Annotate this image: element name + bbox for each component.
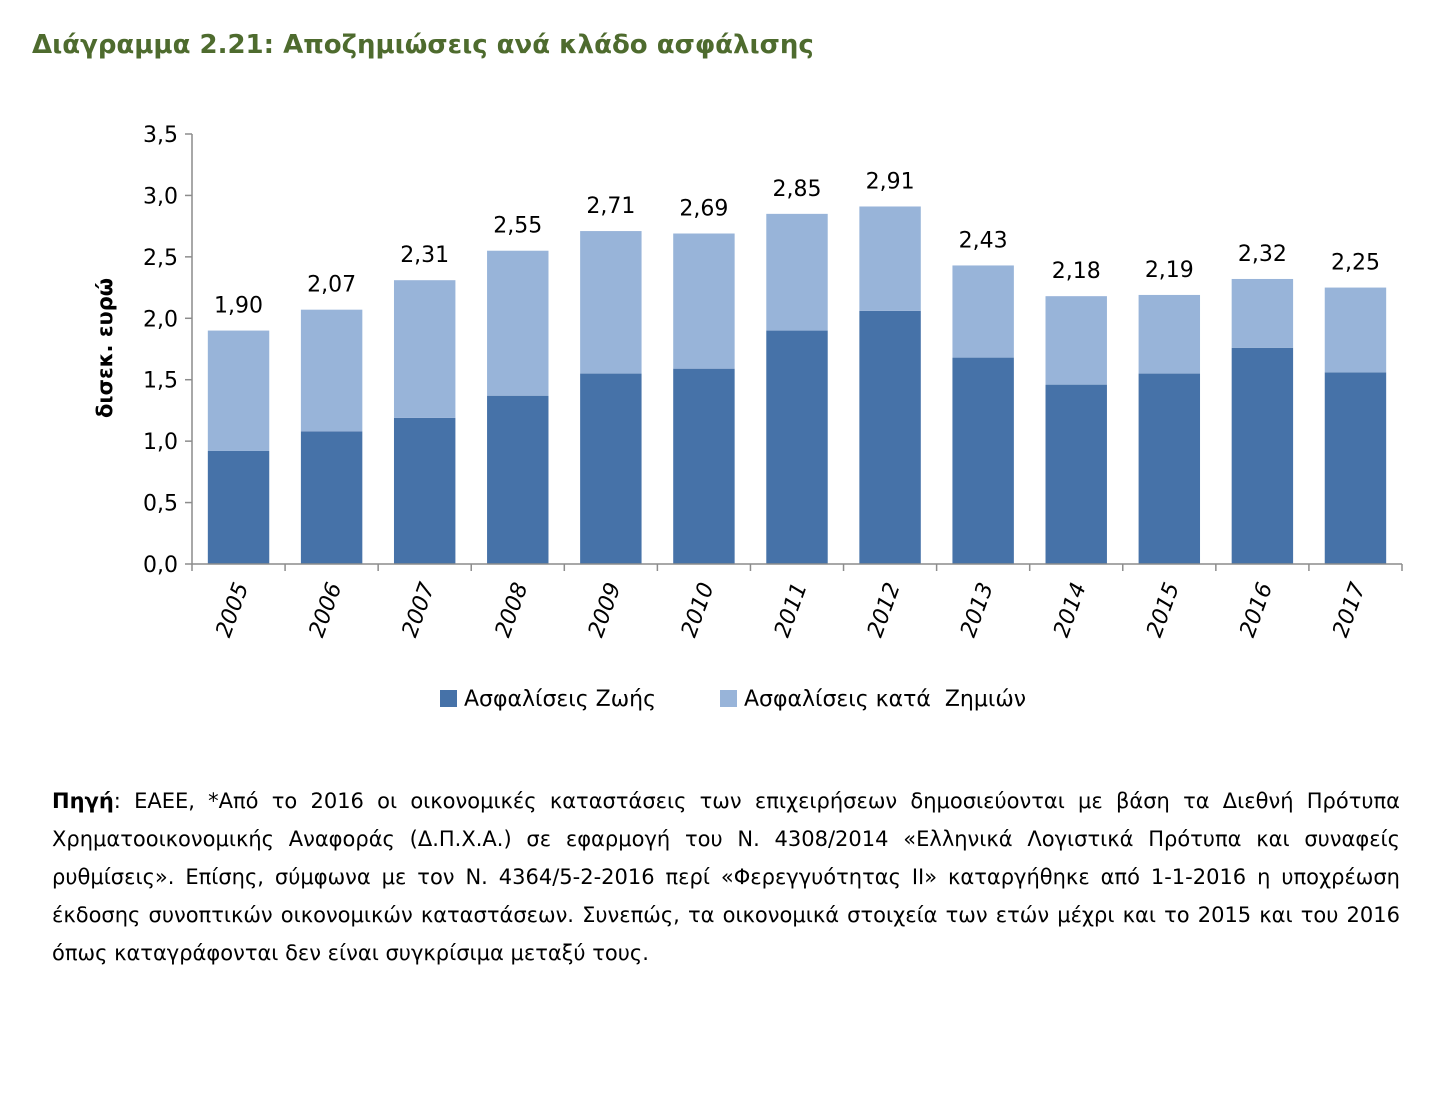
- bar-non-life-2007: [393, 280, 456, 418]
- x-tick-label-2012: 2012: [863, 580, 906, 641]
- bar-non-life-2009: [580, 231, 642, 374]
- stacked-bar-chart: 0,00,51,01,52,02,53,03,5 2005 2006 2007 200…: [93, 123, 1403, 712]
- x-tick-label-2007: 2007: [398, 580, 441, 641]
- bar-non-life-2016: [1231, 278, 1294, 348]
- bar-non-life-2012: [859, 206, 921, 311]
- bar-non-life-2006: [300, 309, 363, 432]
- chart-title: Διάγραμμα 2.21: Αποζημιώσεις ανά κλάδο α…: [32, 30, 814, 60]
- legend: Ασφαλίσεις Ζωής Ασφαλίσεις κατά Ζημιών: [440, 687, 1026, 712]
- total-label-2008: 2,55: [493, 214, 542, 239]
- total-label-2006: 2,07: [307, 273, 356, 298]
- legend-label-life: Ασφαλίσεις Ζωής: [464, 687, 656, 712]
- x-tick-label-2013: 2013: [956, 580, 999, 641]
- x-tick-label-2014: 2014: [1049, 580, 1092, 641]
- bar-life-2009: [580, 373, 642, 564]
- bar-life-2011: [766, 330, 828, 564]
- bar-life-2012: [859, 310, 921, 564]
- bar-life-2007: [393, 417, 456, 564]
- total-label-2016: 2,32: [1238, 242, 1287, 267]
- bar-life-2017: [1324, 372, 1387, 564]
- x-tick-label-2005: 2005: [212, 580, 255, 641]
- x-tick-label-2006: 2006: [305, 580, 348, 641]
- y-tick-label: 1,5: [143, 369, 178, 394]
- y-tick-label: 3,0: [143, 184, 178, 209]
- y-tick-label: 2,0: [143, 307, 178, 332]
- bar-non-life-2010: [673, 233, 735, 369]
- x-tick-label-2016: 2016: [1235, 580, 1278, 641]
- bar-non-life-2013: [952, 265, 1014, 358]
- x-tick-label-2009: 2009: [584, 580, 627, 641]
- total-label-2013: 2,43: [959, 228, 1008, 253]
- bar-life-2013: [952, 357, 1014, 564]
- legend-label-non-life: Ασφαλίσεις κατά Ζημιών: [744, 687, 1026, 712]
- y-tick-label: 0,0: [143, 553, 178, 578]
- total-label-2017: 2,25: [1331, 251, 1380, 276]
- bar-non-life-2017: [1324, 287, 1387, 373]
- y-tick-label: 2,5: [143, 246, 178, 271]
- bar-non-life-2005: [207, 330, 270, 451]
- x-tick-label-2011: 2011: [770, 580, 813, 641]
- bar-life-2005: [207, 450, 270, 564]
- total-label-2012: 2,91: [866, 169, 915, 194]
- total-label-2015: 2,19: [1145, 258, 1194, 283]
- y-axis-title: δισεκ. ευρώ: [93, 278, 117, 418]
- y-axis: 0,0 0,5 1,0 1,5 2,0 2,5 3,0 3,5: [143, 123, 193, 578]
- bar-non-life-2008: [487, 250, 549, 396]
- total-label-2010: 2,69: [679, 197, 728, 222]
- bar-life-2014: [1045, 384, 1107, 564]
- bar-life-2016: [1231, 347, 1294, 564]
- bar-life-2006: [300, 431, 363, 564]
- bars: [207, 206, 1387, 564]
- source-label: Πηγή: [52, 789, 114, 813]
- bar-life-2010: [673, 368, 735, 564]
- x-tick-label-2017: 2017: [1328, 580, 1371, 641]
- source-note: Πηγή: ΕΑΕΕ, *Από το 2016 οι οικονομικές …: [52, 782, 1400, 972]
- x-tick-label-2010: 2010: [677, 580, 720, 641]
- x-axis: 2005 2006 2007 2008 2009 2010 2011 2012 2013 2014…: [191, 563, 1403, 641]
- total-label-2005: 1,90: [214, 294, 263, 319]
- bar-non-life-2014: [1045, 296, 1107, 385]
- y-tick-label: 0,5: [143, 492, 178, 517]
- data-labels: 1,90 2,07 2,31 2,55 2,71 2,69 2,85 2,91 2,43 2,18…: [214, 169, 1380, 318]
- legend-swatch-non-life: [720, 690, 737, 707]
- legend-swatch-life: [440, 690, 457, 707]
- x-tick-label-2008: 2008: [491, 580, 534, 641]
- bar-non-life-2015: [1138, 294, 1201, 374]
- total-label-2011: 2,85: [773, 177, 822, 202]
- total-label-2007: 2,31: [400, 243, 449, 268]
- bar-life-2015: [1138, 373, 1201, 564]
- bar-non-life-2011: [766, 213, 828, 331]
- y-tick-label: 3,5: [143, 123, 178, 148]
- source-text: : ΕΑΕΕ, *Από το 2016 οι οικονομικές κατα…: [52, 789, 1400, 965]
- total-label-2009: 2,71: [586, 194, 635, 219]
- bar-life-2008: [487, 395, 549, 564]
- y-tick-label: 1,0: [143, 430, 178, 455]
- total-label-2014: 2,18: [1052, 259, 1101, 284]
- x-tick-label-2015: 2015: [1142, 580, 1185, 641]
